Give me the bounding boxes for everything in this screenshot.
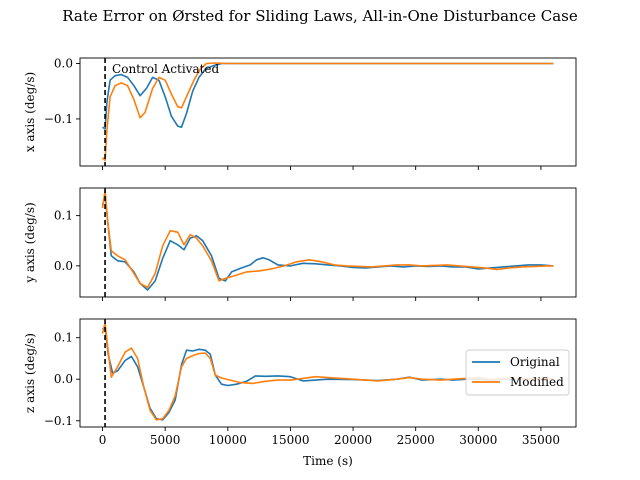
series-line-modified bbox=[101, 62, 554, 162]
subplot-1: 0.0 −0.1 x axis (deg/s) Control Activated bbox=[23, 57, 577, 170]
plot-frame bbox=[79, 318, 577, 428]
x-tick-label: 15000 bbox=[271, 433, 309, 447]
series-line-modified bbox=[101, 189, 554, 289]
legend-label-original: Original bbox=[510, 355, 560, 369]
x-tick-label: 30000 bbox=[459, 433, 497, 447]
chart-title: Rate Error on Ørsted for Sliding Laws, A… bbox=[62, 7, 578, 25]
plot-frame bbox=[79, 57, 577, 167]
x-tick-label: 0 bbox=[99, 433, 107, 447]
x-tick-label: 20000 bbox=[334, 433, 372, 447]
x-axis-label: Time (s) bbox=[303, 454, 353, 468]
y-tick-label: 0.1 bbox=[54, 209, 73, 223]
y-tick-label: 0.0 bbox=[54, 259, 73, 273]
legend-label-modified: Modified bbox=[510, 375, 564, 389]
subplot-3: 0.1 0.0 −0.1 0 5000 10000 15000 20000 25000 30000… bbox=[23, 318, 577, 447]
y-tick-label: 0.1 bbox=[54, 331, 73, 345]
y-tick-label: −0.1 bbox=[44, 414, 73, 428]
series-line-original bbox=[101, 194, 554, 291]
legend: Original Modified bbox=[465, 349, 570, 396]
y-axis-label: y axis (deg/s) bbox=[23, 202, 37, 283]
y-axis-label: z axis (deg/s) bbox=[23, 333, 37, 413]
x-tick-label: 25000 bbox=[397, 433, 435, 447]
series-line-modified bbox=[101, 322, 554, 421]
subplots: 0.0−0.1x axis (deg/s)Control Activated0.… bbox=[23, 57, 577, 447]
y-axis-label: x axis (deg/s) bbox=[23, 72, 37, 152]
y-tick-label: −0.1 bbox=[44, 112, 73, 126]
x-tick-label: 10000 bbox=[209, 433, 247, 447]
plot-frame bbox=[79, 187, 577, 298]
y-tick-label: 0.0 bbox=[54, 57, 73, 71]
control-activated-annotation: Control Activated bbox=[112, 62, 219, 76]
x-tick-label: 35000 bbox=[522, 433, 560, 447]
x-tick-label: 5000 bbox=[150, 433, 181, 447]
y-tick-label: 0.0 bbox=[54, 372, 73, 386]
subplot-2: 0.1 0.0 y axis (deg/s) bbox=[23, 187, 577, 301]
